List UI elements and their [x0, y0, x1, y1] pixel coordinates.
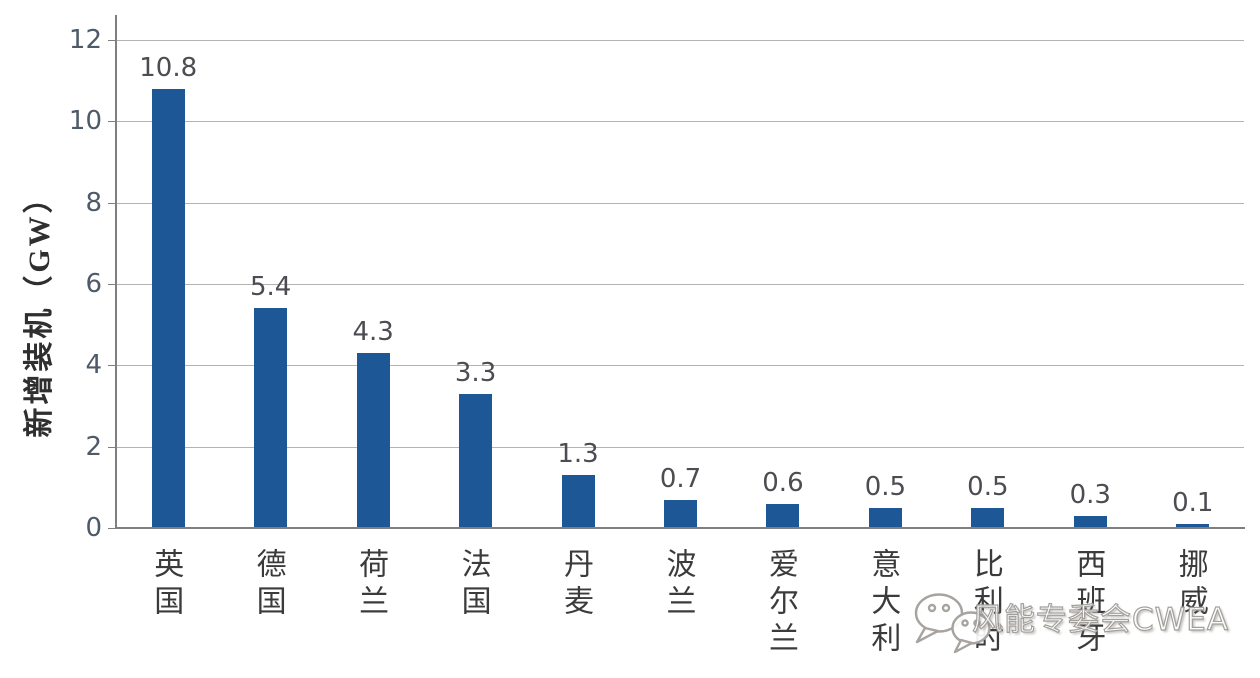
x-axis-label: 德国 — [251, 548, 285, 622]
bar-value-label: 3.3 — [454, 358, 497, 388]
bar-value-label: 0.5 — [967, 472, 1009, 502]
gridline — [117, 40, 1244, 41]
y-tick-label: 10 — [68, 106, 102, 136]
x-axis-label: 意大利 — [866, 548, 900, 659]
bar — [664, 500, 697, 528]
y-tick-label: 2 — [85, 432, 102, 462]
x-axis-label: 比利时 — [968, 548, 1002, 659]
x-axis-label: 荷兰 — [354, 548, 388, 622]
y-tick-mark — [108, 203, 116, 204]
x-axis-label: 爱尔兰 — [763, 548, 797, 659]
y-tick-label: 4 — [85, 350, 102, 380]
bar-value-label: 4.3 — [352, 317, 394, 347]
x-axis-label: 西班牙 — [1071, 548, 1105, 659]
gridline — [117, 121, 1244, 122]
y-tick-label: 8 — [85, 188, 102, 218]
y-tick-label: 0 — [85, 513, 102, 543]
y-tick-mark — [108, 365, 116, 366]
gridline — [117, 203, 1244, 204]
y-tick-label: 12 — [68, 25, 102, 55]
y-axis-line — [115, 15, 117, 528]
y-tick-mark — [108, 528, 116, 529]
x-axis-label: 丹麦 — [559, 548, 593, 622]
bar-value-label: 5.4 — [249, 272, 292, 302]
bar — [1073, 516, 1107, 528]
bar — [254, 308, 288, 528]
x-axis-line — [115, 527, 1245, 529]
bar — [1176, 524, 1210, 528]
gridline — [117, 284, 1244, 285]
bar-value-label: 0.1 — [1172, 488, 1214, 518]
bar — [459, 394, 493, 528]
bar-value-label: 10.8 — [139, 53, 198, 83]
bar-value-label: 0.3 — [1069, 480, 1111, 510]
x-axis-label: 波兰 — [661, 548, 695, 622]
bar-value-label: 0.5 — [864, 472, 907, 502]
y-tick-mark — [108, 447, 116, 448]
x-axis-label: 英国 — [149, 548, 183, 622]
gridline — [117, 365, 1244, 366]
bar — [868, 508, 902, 528]
bar — [561, 475, 595, 528]
bar — [151, 89, 185, 528]
y-tick-mark — [108, 121, 116, 122]
gridline — [117, 447, 1244, 448]
x-axis-label: 挪威 — [1173, 548, 1207, 622]
y-tick-mark — [108, 40, 116, 41]
x-axis-label: 法国 — [456, 548, 490, 622]
y-tick-mark — [108, 284, 116, 285]
bar-value-label: 0.7 — [659, 464, 702, 494]
y-tick-label: 6 — [85, 269, 102, 299]
bar-value-label: 0.6 — [762, 468, 804, 498]
bar — [766, 504, 800, 528]
bar — [971, 508, 1005, 528]
bar — [356, 353, 390, 528]
bar-value-label: 1.3 — [557, 439, 599, 469]
